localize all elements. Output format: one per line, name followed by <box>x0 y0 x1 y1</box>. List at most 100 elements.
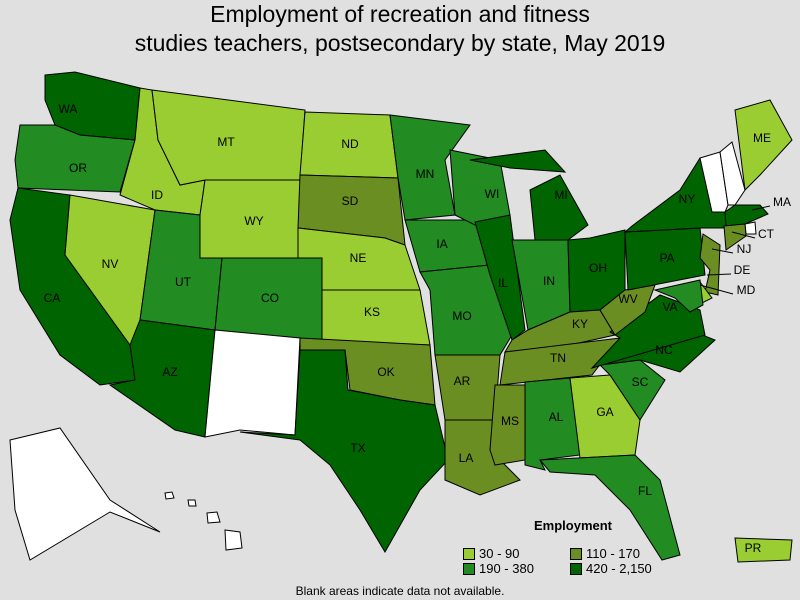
label-leader-line <box>731 231 756 239</box>
state-me[interactable] <box>734 99 793 192</box>
state-shape[interactable] <box>529 174 589 241</box>
state-label: OK <box>377 365 394 379</box>
legend: Employment 30 - 90 110 - 170 190 - 380 4… <box>463 518 663 576</box>
state-ms[interactable] <box>489 384 526 466</box>
state-label: AL <box>549 410 564 424</box>
state-label: KS <box>364 305 380 319</box>
state-label: NY <box>679 192 696 206</box>
state-label: TX <box>350 441 365 455</box>
state-label: NC <box>655 343 673 357</box>
state-label: CT <box>758 227 775 241</box>
state-shape[interactable] <box>599 284 656 336</box>
state-label: SC <box>632 375 649 389</box>
state-shape[interactable] <box>489 384 526 466</box>
legend-label: 30 - 90 <box>479 546 520 561</box>
state-nh[interactable] <box>719 141 746 206</box>
state-label: MA <box>773 195 791 209</box>
state-label: IA <box>436 237 447 251</box>
state-label: MD <box>737 283 756 297</box>
state-shape[interactable] <box>474 214 526 341</box>
state-fl[interactable] <box>538 454 681 561</box>
state-label: CO <box>261 291 279 305</box>
state-label: FL <box>638 484 652 498</box>
state-shape[interactable] <box>224 529 243 551</box>
state-label: MO <box>452 309 471 323</box>
title-line-2: studies teachers, postsecondary by state… <box>134 30 666 56</box>
state-label: MI <box>554 188 567 202</box>
legend-item: 420 - 2,150 <box>570 561 652 576</box>
state-label: CA <box>44 291 61 305</box>
state-label: LA <box>459 451 474 465</box>
state-label: WV <box>618 292 637 306</box>
state-ri[interactable] <box>744 221 757 235</box>
state-label: AZ <box>162 365 177 379</box>
legend-label: 110 - 170 <box>586 546 640 561</box>
state-md[interactable] <box>653 279 704 313</box>
state-hi[interactable] <box>164 491 243 551</box>
state-shape[interactable] <box>734 99 793 192</box>
state-shape[interactable] <box>569 374 641 459</box>
state-shape[interactable] <box>653 279 704 313</box>
state-shape[interactable] <box>239 349 449 553</box>
state-label: MS <box>501 414 519 428</box>
label-leader-line <box>711 248 734 254</box>
state-label: WI <box>485 187 500 201</box>
state-vt[interactable] <box>699 151 729 213</box>
state-shape[interactable] <box>744 221 757 235</box>
state-label: DE <box>734 263 751 277</box>
state-label: AR <box>454 374 471 388</box>
state-label: GA <box>596 405 613 419</box>
state-label: TN <box>550 351 566 365</box>
state-il[interactable] <box>474 214 526 341</box>
state-label: ND <box>341 137 359 151</box>
state-label: MT <box>217 135 235 149</box>
state-ga[interactable] <box>569 374 641 459</box>
state-shape[interactable] <box>187 499 197 507</box>
state-label: OR <box>69 161 87 175</box>
state-label: ID <box>151 188 163 202</box>
legend-title: Employment <box>533 518 612 533</box>
state-wv[interactable] <box>599 284 656 336</box>
legend-label: 420 - 2,150 <box>586 561 652 576</box>
state-shape[interactable] <box>590 294 706 369</box>
state-shape[interactable] <box>719 141 746 206</box>
state-label: PA <box>659 251 674 265</box>
state-label: SD <box>342 194 359 208</box>
state-label: WY <box>244 214 263 228</box>
legend-swatch <box>570 547 582 560</box>
state-ak[interactable] <box>9 427 161 561</box>
state-shape[interactable] <box>204 329 301 438</box>
state-shape[interactable] <box>9 427 161 561</box>
state-shape[interactable] <box>699 151 729 213</box>
legend-label: 190 - 380 <box>479 561 534 576</box>
legend-item: 30 - 90 <box>463 546 519 561</box>
state-label: IL <box>498 276 508 290</box>
state-label: OH <box>589 261 607 275</box>
title-line-1: Employment of recreation and fitness <box>210 1 590 27</box>
state-label: UT <box>175 275 192 289</box>
state-shape[interactable] <box>734 537 793 563</box>
state-shape[interactable] <box>469 149 567 173</box>
footnote: Blank areas indicate data not available. <box>295 584 505 598</box>
state-va[interactable] <box>590 294 706 369</box>
legend-swatch <box>463 562 475 575</box>
state-nm[interactable] <box>204 329 301 438</box>
state-shape[interactable] <box>206 511 221 524</box>
state-shape[interactable] <box>538 454 681 561</box>
state-label: WA <box>59 102 78 116</box>
label-leader-line <box>706 273 732 276</box>
state-pr[interactable] <box>734 537 793 563</box>
legend-swatch <box>570 562 582 575</box>
state-label: PR <box>745 541 762 555</box>
state-label: IN <box>543 274 555 288</box>
state-label: KY <box>572 317 588 331</box>
state-label: MN <box>416 167 435 181</box>
label-leader-line <box>751 205 771 211</box>
state-tx[interactable] <box>239 349 449 553</box>
state-shape[interactable] <box>164 491 175 500</box>
legend-item: 110 - 170 <box>570 546 640 561</box>
state-mi[interactable] <box>469 149 589 241</box>
map-title: Employment of recreation and fitness stu… <box>0 0 800 58</box>
label-leader-line <box>699 284 734 295</box>
